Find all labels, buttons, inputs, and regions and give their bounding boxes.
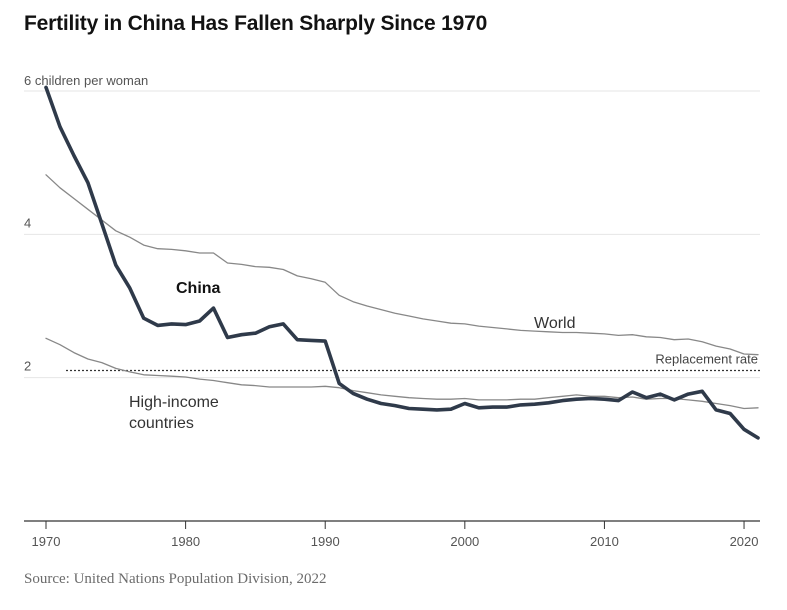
y-tick-label-2: 2 (24, 359, 31, 374)
reference-line-group: Replacement rate (66, 352, 760, 372)
series-line-world (45, 174, 759, 356)
series-label-china: China (176, 280, 221, 297)
chart-title: Fertility in China Has Fallen Sharply Si… (24, 12, 488, 35)
replacement-rate-label: Replacement rate (655, 352, 758, 367)
x-tick-label-2000: 2000 (450, 534, 479, 549)
series-labels: China World High-income countries (129, 280, 576, 432)
series-label-high-income-line2: countries (129, 415, 194, 432)
x-tick-label-2020: 2020 (730, 534, 759, 549)
source-note: Source: United Nations Population Divisi… (24, 571, 327, 587)
x-tick-label-2010: 2010 (590, 534, 619, 549)
series-label-high-income-line1: High-income (129, 394, 219, 411)
x-axis-ticks: 1970 1980 1990 2000 2010 2020 (32, 521, 759, 549)
gridlines (24, 90, 760, 379)
y-axis-labels: 6 children per woman 4 2 (24, 73, 148, 374)
series-line-high-income-countries (45, 337, 759, 410)
x-tick-label-1970: 1970 (32, 534, 61, 549)
series-label-world: World (534, 315, 576, 332)
x-tick-label-1990: 1990 (311, 534, 340, 549)
y-tick-label-4: 4 (24, 215, 31, 230)
x-tick-label-1980: 1980 (171, 534, 200, 549)
series-label-high-income: High-income countries (129, 394, 223, 432)
series-lines (44, 85, 760, 440)
series-line-china (44, 85, 760, 440)
y-axis-title: 6 children per woman (24, 73, 148, 88)
